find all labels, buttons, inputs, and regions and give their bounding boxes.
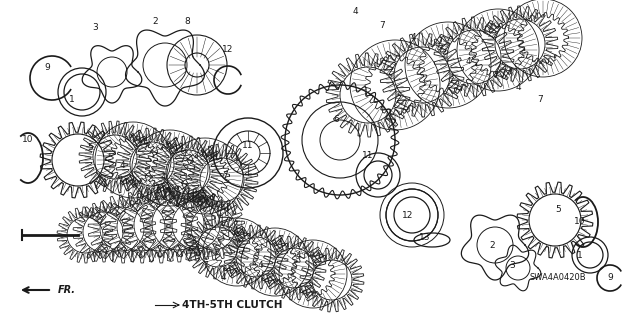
- Text: 4: 4: [410, 33, 416, 42]
- Text: 4: 4: [119, 160, 125, 169]
- Text: 6: 6: [333, 115, 339, 124]
- Text: 11: 11: [243, 140, 253, 150]
- Text: 12: 12: [222, 46, 234, 55]
- Text: 4: 4: [160, 174, 166, 182]
- Text: 7: 7: [222, 170, 228, 180]
- Text: 10: 10: [574, 218, 586, 226]
- Text: 12: 12: [403, 211, 413, 219]
- Text: 7: 7: [277, 235, 283, 244]
- Text: 5: 5: [555, 205, 561, 214]
- Text: 1: 1: [69, 95, 75, 105]
- Text: 3: 3: [509, 261, 515, 270]
- Text: SWA4A0420B: SWA4A0420B: [530, 273, 587, 283]
- Text: 7: 7: [492, 70, 498, 79]
- Text: 2: 2: [152, 18, 158, 26]
- Text: 3: 3: [92, 24, 98, 33]
- Text: 7: 7: [537, 95, 543, 105]
- Text: 11: 11: [362, 151, 374, 160]
- Text: 10: 10: [22, 136, 34, 145]
- Text: 4TH-5TH CLUTCH: 4TH-5TH CLUTCH: [182, 300, 282, 310]
- Text: 4: 4: [257, 261, 263, 270]
- Text: 2: 2: [489, 241, 495, 249]
- Text: 5: 5: [87, 144, 93, 152]
- Text: 9: 9: [44, 63, 50, 72]
- Text: 7: 7: [239, 248, 245, 256]
- Text: 7: 7: [202, 261, 208, 270]
- Text: 7: 7: [179, 155, 185, 165]
- Text: 4: 4: [220, 273, 226, 283]
- Text: 4: 4: [199, 188, 205, 197]
- Text: 4: 4: [295, 250, 301, 259]
- Text: 1: 1: [577, 250, 583, 259]
- Text: 7: 7: [379, 20, 385, 29]
- Text: 8: 8: [184, 18, 190, 26]
- Text: 4: 4: [352, 8, 358, 17]
- Text: 13: 13: [419, 234, 431, 242]
- Text: 7: 7: [437, 46, 443, 55]
- Text: 4: 4: [515, 84, 521, 93]
- Text: 9: 9: [607, 273, 613, 283]
- Text: 7: 7: [142, 144, 148, 152]
- Text: 4: 4: [465, 57, 471, 66]
- Text: FR.: FR.: [58, 285, 76, 295]
